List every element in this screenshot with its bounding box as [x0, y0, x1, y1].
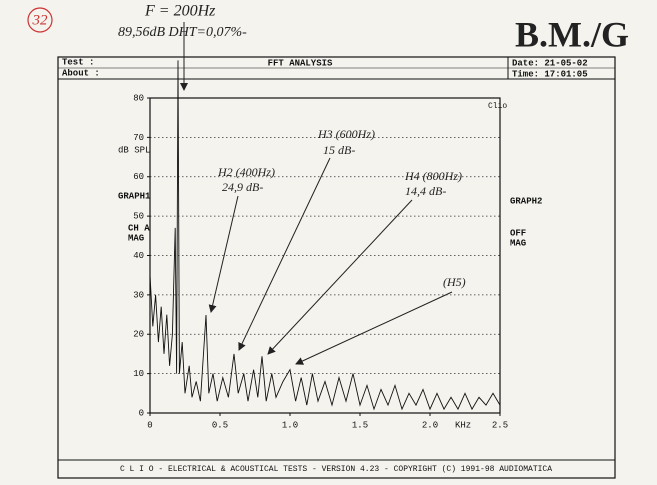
- y-tick-label: 40: [133, 251, 144, 261]
- y-tick-label: 30: [133, 290, 144, 300]
- x-tick-label: 0: [147, 420, 152, 430]
- note: 15 dB-: [323, 143, 355, 157]
- y-tick-label: 20: [133, 330, 144, 340]
- page-number: 32: [32, 12, 49, 28]
- arrow: [208, 195, 239, 313]
- y-tick-label: 80: [133, 93, 144, 103]
- date: Date: 21-05-02: [512, 58, 588, 68]
- initials: B.M./G: [515, 14, 629, 54]
- note: 24,9 dB-: [222, 180, 263, 194]
- x-tick-label: 1.5: [352, 420, 368, 430]
- plot: 0 10 20 30 40 50 60 70 80 0 0.5 1.0 1.5 2.0 2.5: [133, 60, 508, 430]
- arrow: [295, 291, 453, 365]
- y-tick-label: 50: [133, 212, 144, 222]
- arrow: [238, 157, 331, 351]
- note: 89,56dB DHT=0,07%-: [118, 25, 247, 40]
- page-circle: [27, 7, 53, 33]
- x-tick-label: 1.0: [282, 420, 298, 430]
- logo: Clio: [488, 102, 507, 111]
- x-tick-label: 0.5: [212, 420, 228, 430]
- y-tick-label: 10: [133, 369, 144, 379]
- right-panel: GRAPH2: [510, 196, 542, 206]
- x-tick-label: 2.0: [422, 420, 438, 430]
- left-panel: GRAPH1: [118, 191, 151, 201]
- y-axis-label: dB SPL: [118, 145, 150, 155]
- note: (H5): [443, 275, 466, 289]
- about-label: About :: [62, 68, 100, 78]
- note: H4 (800Hz): [404, 169, 462, 183]
- right-panel: OFF: [510, 228, 526, 238]
- chart-title: FFT ANALYSIS: [268, 58, 333, 68]
- plot-border: [149, 97, 501, 414]
- y-tick-label: 60: [133, 172, 144, 182]
- arrow: [267, 199, 413, 355]
- left-panel: CH A: [128, 223, 150, 233]
- spectrum-line: [149, 60, 501, 411]
- note: H3 (600Hz): [317, 127, 375, 141]
- time: Time: 17:01:05: [512, 69, 588, 79]
- test-label: Test :: [62, 57, 94, 67]
- note: F = 200Hz: [144, 3, 216, 20]
- right-panel: MAG: [510, 238, 526, 248]
- y-tick-label: 70: [133, 133, 144, 143]
- note: 14,4 dB-: [405, 184, 446, 198]
- x-tick-label: 2.5: [492, 420, 508, 430]
- x-axis-label: KHz: [455, 420, 471, 430]
- note: H2 (400Hz): [217, 165, 275, 179]
- printout-frame: [57, 56, 616, 479]
- left-panel: MAG: [128, 233, 144, 243]
- footer: C L I O - ELECTRICAL & ACOUSTICAL TESTS …: [120, 465, 552, 474]
- y-tick-label: 0: [139, 408, 144, 418]
